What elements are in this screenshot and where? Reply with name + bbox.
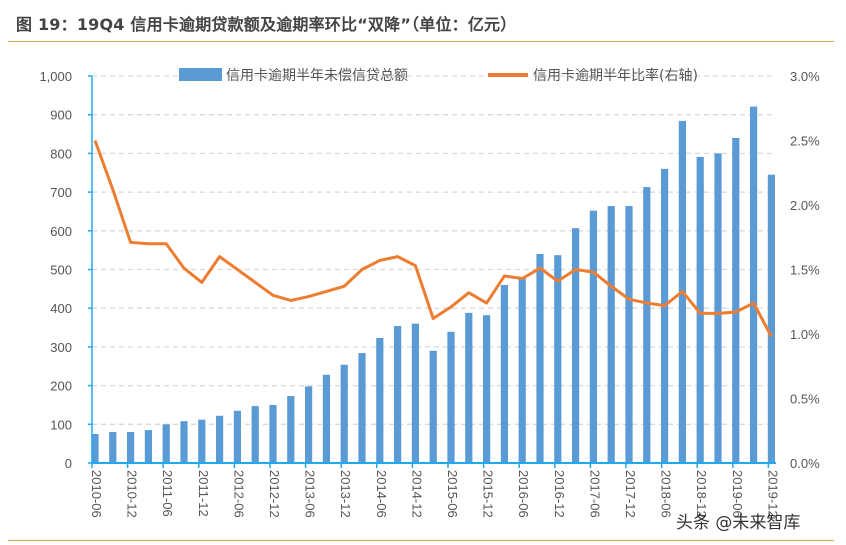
bar <box>269 404 277 463</box>
bar <box>376 337 384 463</box>
x-tick-label: 2019-06 <box>730 470 745 518</box>
bar <box>554 255 562 463</box>
x-axis-ticks: 2010-06 2010-12 2011-06 2011-12 2012-06 2012-… <box>89 470 780 518</box>
x-tick-label: 2014-06 <box>374 470 389 518</box>
bar <box>198 419 206 463</box>
x-tick-label: 2018-12 <box>694 470 709 518</box>
bar <box>144 430 152 463</box>
x-tick-label: 2010-12 <box>125 470 140 518</box>
bar <box>180 421 188 463</box>
right-axis-ticks: 0.0% 0.5% 1.0% 1.5% 2.0% 2.5% 3.0% <box>790 69 820 471</box>
bar <box>287 396 295 463</box>
line-series <box>93 139 773 338</box>
x-tick-label: 2013-12 <box>338 470 353 518</box>
bar <box>536 254 544 463</box>
bar <box>322 374 330 463</box>
left-tick-label: 700 <box>50 185 72 200</box>
bar <box>358 353 366 463</box>
left-tick-label: 300 <box>50 340 72 355</box>
right-tick-label: 3.0% <box>790 69 820 84</box>
bar <box>447 331 455 463</box>
x-tick-label: 2011-06 <box>160 470 175 517</box>
bar-series <box>91 106 775 464</box>
x-tick-label: 2016-06 <box>516 470 531 518</box>
left-tick-label: 400 <box>50 301 72 316</box>
bar <box>661 168 669 463</box>
bar <box>394 326 402 463</box>
axes <box>88 75 776 468</box>
right-tick-label: 0.5% <box>790 392 820 407</box>
x-tick-label: 2011-12 <box>196 470 211 517</box>
figure-title: 图 19：19Q4 信用卡逾期贷款额及逾期率环比“双降”（单位：亿元） <box>16 15 517 34</box>
bar <box>732 137 740 464</box>
left-tick-label: 800 <box>50 146 72 161</box>
x-tick-label: 2012-06 <box>231 470 246 518</box>
bar <box>127 432 135 463</box>
x-tick-label: 2014-12 <box>409 470 424 518</box>
x-tick-label: 2015-12 <box>481 470 496 518</box>
bar <box>714 153 722 463</box>
x-tick-label: 2012-12 <box>267 470 282 518</box>
bar <box>109 432 117 463</box>
right-tick-label: 1.5% <box>790 263 820 278</box>
left-tick-label: 1,000 <box>39 69 72 84</box>
right-tick-label: 0.0% <box>790 456 820 471</box>
bar <box>162 424 170 463</box>
right-tick-label: 2.5% <box>790 134 820 149</box>
left-tick-label: 100 <box>50 417 72 432</box>
bar <box>607 206 615 464</box>
bar <box>572 228 580 463</box>
bar <box>767 174 775 463</box>
bar <box>483 315 491 463</box>
left-tick-label: 200 <box>50 379 72 394</box>
x-tick-label: 2019-12 <box>765 470 780 518</box>
bar <box>465 312 473 463</box>
bottom-divider <box>8 540 834 541</box>
left-tick-label: 600 <box>50 224 72 239</box>
bar <box>340 364 348 463</box>
bar <box>625 206 633 464</box>
bar <box>305 386 313 463</box>
x-tick-label: 2017-12 <box>623 470 638 518</box>
bar <box>91 433 99 463</box>
bar <box>589 210 597 463</box>
x-tick-label: 2017-06 <box>587 470 602 518</box>
bar <box>696 156 704 463</box>
left-axis-ticks: 0 100 200 300 400 500 600 700 800 900 1,000 <box>39 69 72 471</box>
rate-line <box>93 139 773 338</box>
bar <box>429 350 437 463</box>
x-tick-label: 2015-06 <box>445 470 460 518</box>
bar <box>216 415 224 463</box>
right-tick-label: 1.0% <box>790 327 820 342</box>
legend-bar-label: 信用卡逾期半年未偿信贷总额 <box>226 68 408 84</box>
x-tick-label: 2018-06 <box>659 470 674 518</box>
left-tick-label: 500 <box>50 263 72 278</box>
x-tick-label: 2010-06 <box>89 470 104 518</box>
legend-bar-swatch <box>179 68 222 81</box>
bar <box>500 284 508 463</box>
x-tick-label: 2013-06 <box>303 470 318 518</box>
watermark: 头条 @未来智库 <box>676 513 801 533</box>
legend: 信用卡逾期半年未偿信贷总额 信用卡逾期半年比率(右轴) <box>179 67 698 84</box>
legend-line-label: 信用卡逾期半年比率(右轴) <box>533 67 698 84</box>
x-tick-label: 2016-12 <box>552 470 567 518</box>
title-divider <box>8 41 834 42</box>
left-tick-label: 0 <box>65 456 72 471</box>
bar <box>518 277 526 463</box>
right-tick-label: 2.0% <box>790 198 820 213</box>
bar <box>233 410 241 463</box>
bar <box>750 106 758 463</box>
bar <box>411 323 419 463</box>
left-tick-label: 900 <box>50 108 72 123</box>
bar <box>643 187 651 463</box>
bar <box>251 406 259 463</box>
